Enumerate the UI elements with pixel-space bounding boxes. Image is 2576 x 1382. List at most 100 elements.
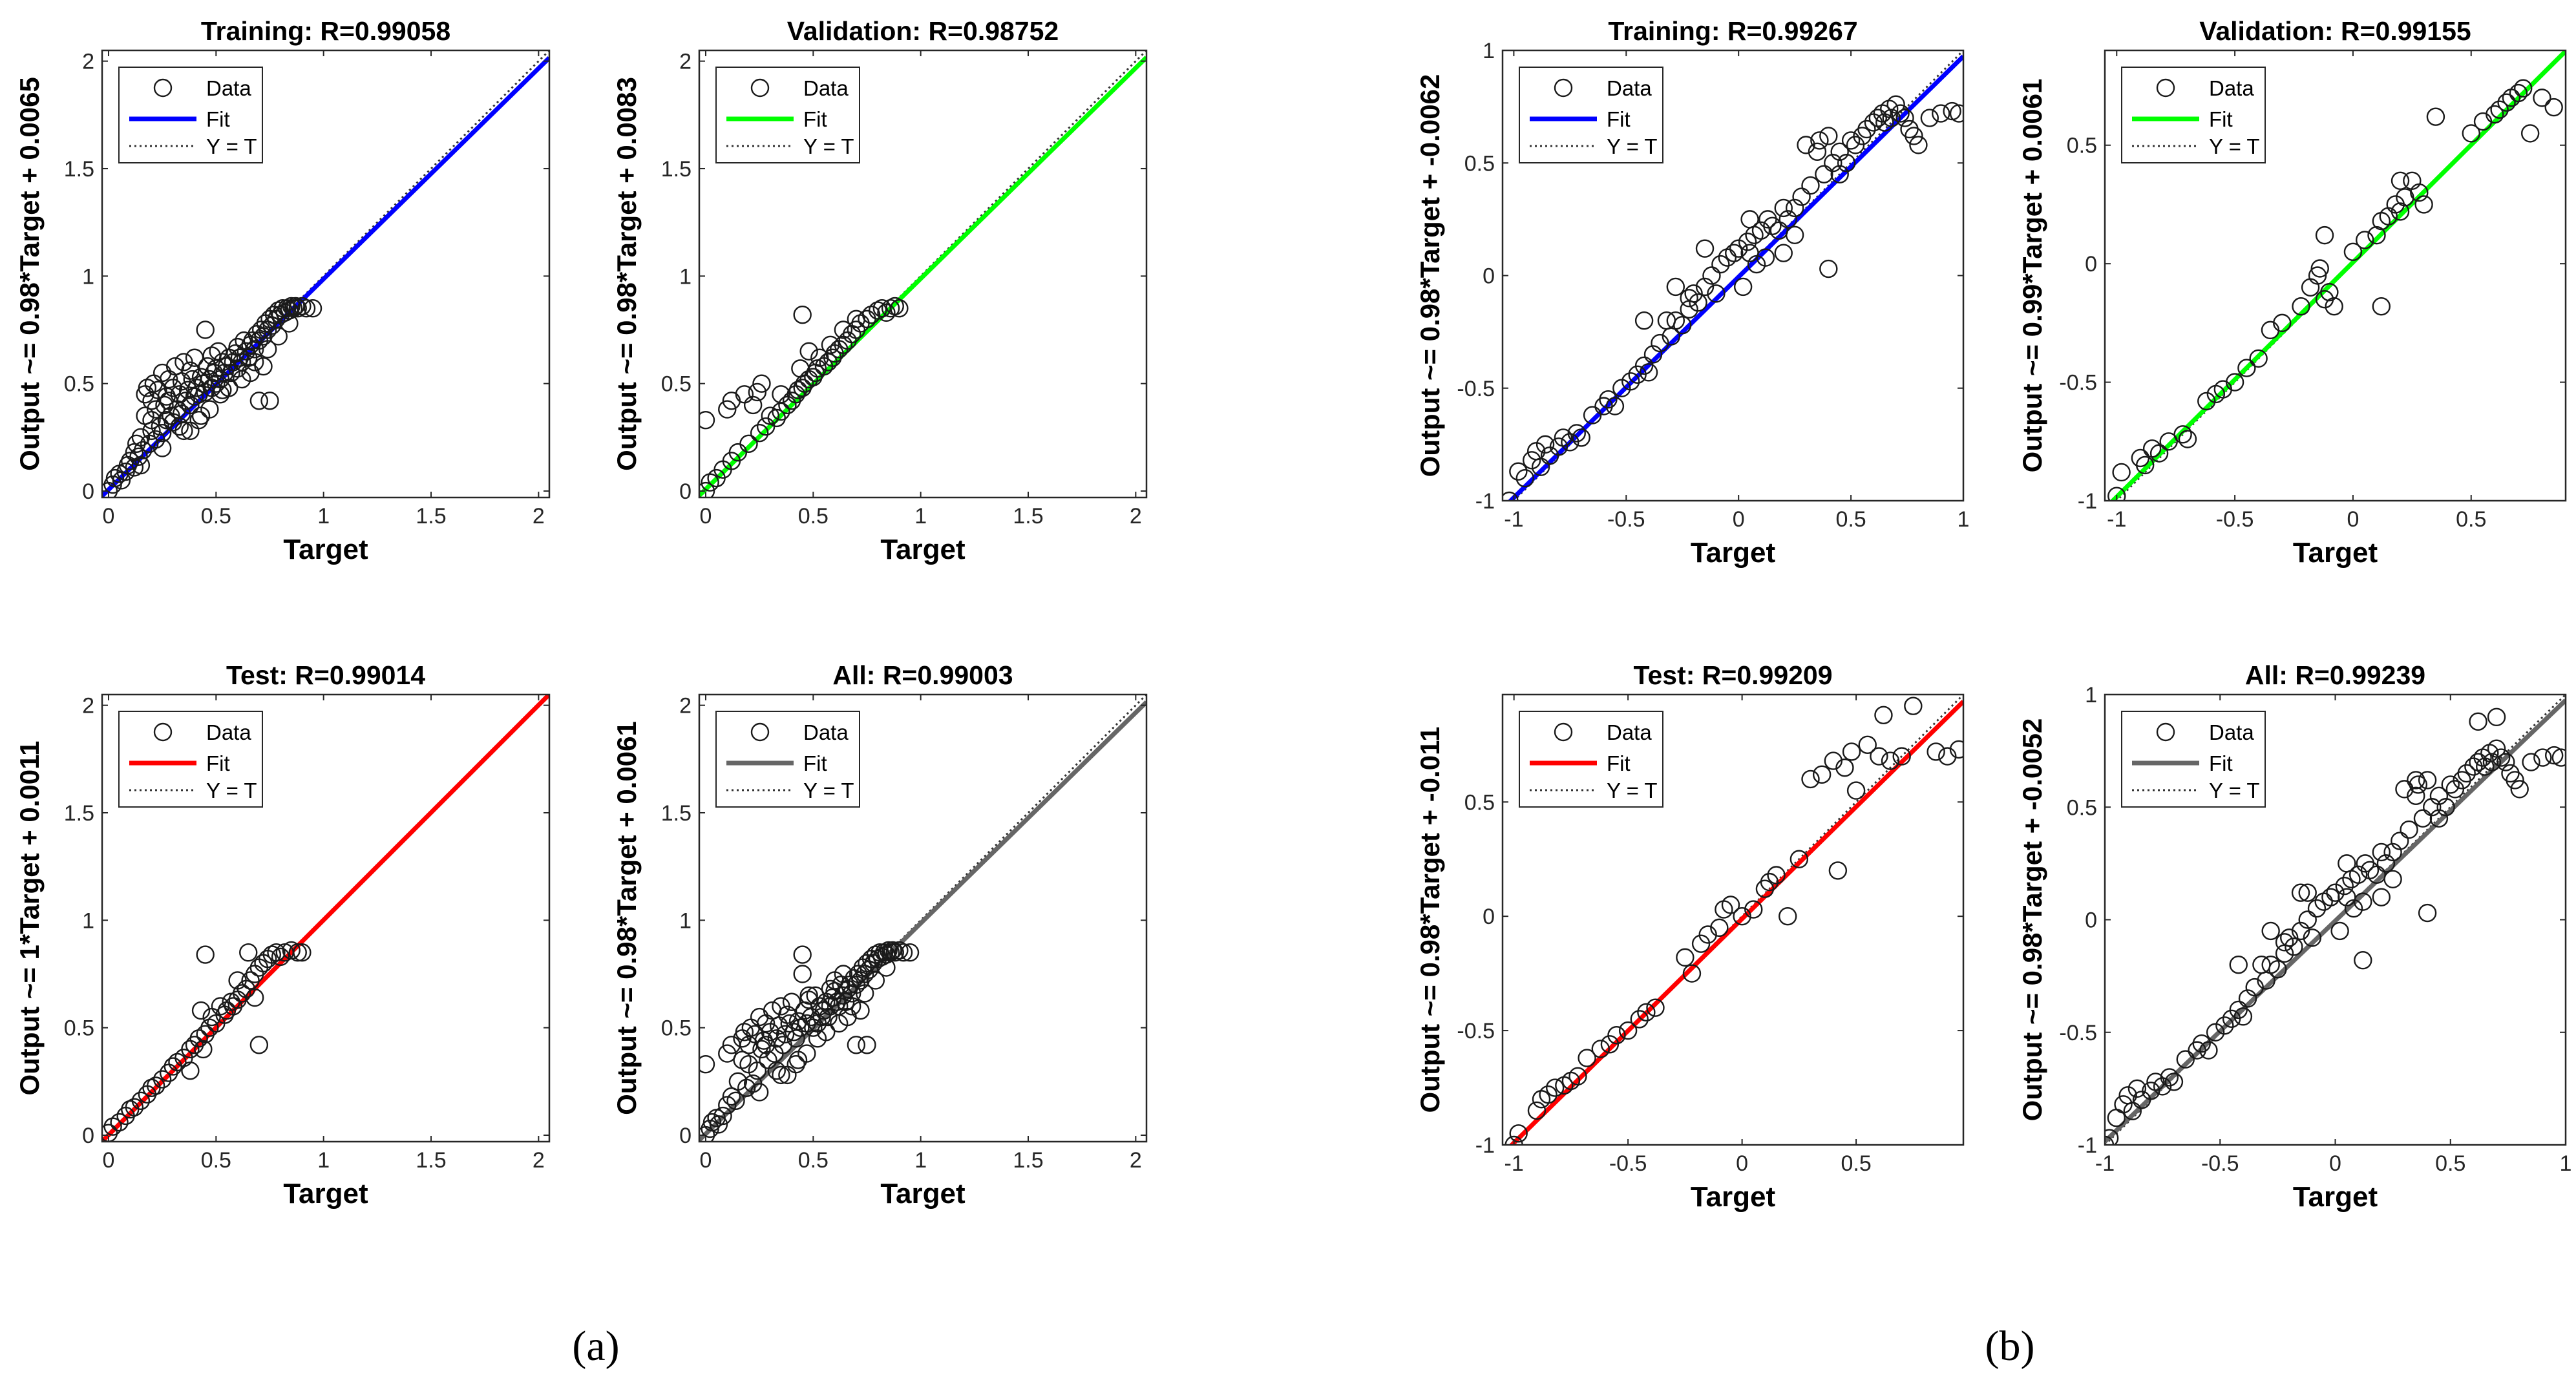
data-point — [2462, 124, 2480, 143]
data-point — [2354, 892, 2372, 911]
y-tick-label: 1 — [1483, 39, 1495, 63]
data-point — [1909, 136, 1928, 154]
y-tick-label: -0.5 — [2059, 371, 2097, 395]
data-point — [819, 1007, 838, 1027]
chart-a-validation: 0 0.5 1 1.5 2 0 0.5 1 1.5 2 Validation: R=0.98752 T… — [611, 16, 1148, 565]
y-tick-label: 2 — [679, 694, 692, 718]
data-point — [1841, 131, 1861, 150]
data-point — [191, 1001, 211, 1020]
data-point — [2490, 100, 2509, 119]
y-tick-label: -0.5 — [1457, 377, 1495, 401]
legend-label-data: Data — [1607, 76, 1652, 100]
data-point — [1857, 120, 1876, 139]
legend: Data Fit Y = T — [118, 67, 263, 163]
x-tick-label: 1 — [914, 1148, 927, 1173]
data-point — [1568, 1067, 1587, 1086]
data-point — [303, 299, 322, 318]
data-point — [1695, 277, 1715, 297]
data-point — [1733, 277, 1753, 297]
data-point — [1539, 1085, 1557, 1104]
data-point — [280, 314, 299, 333]
data-point — [2245, 978, 2264, 997]
plot-content — [2107, 50, 2566, 501]
data-point — [1886, 95, 1905, 114]
chart-a-test: 0 0.5 1 1.5 2 0 0.5 1 1.5 2 Test: R=0.99014 Target O… — [14, 660, 551, 1209]
data-point — [2320, 282, 2339, 302]
data-point — [1684, 284, 1703, 303]
legend-data-marker — [153, 78, 173, 98]
y-tick-label: 1.5 — [661, 157, 692, 182]
data-point — [1630, 1010, 1649, 1029]
data-point — [821, 335, 840, 354]
data-point — [239, 943, 258, 962]
data-point — [1509, 462, 1528, 481]
data-point — [275, 303, 294, 322]
data-point — [1567, 424, 1586, 443]
data-point — [2487, 707, 2506, 727]
x-tick-label: 0.5 — [201, 504, 231, 529]
data-point — [1515, 468, 1534, 488]
chart-title: All: R=0.99003 — [832, 660, 1013, 690]
data-point — [2372, 888, 2391, 906]
data-point — [739, 434, 758, 454]
x-tick-label: 0 — [2329, 1151, 2341, 1176]
data-point — [194, 1040, 213, 1059]
data-point — [776, 1025, 795, 1043]
data-point — [1689, 293, 1707, 312]
data-point — [112, 471, 131, 490]
data-point — [2414, 195, 2433, 214]
data-point — [1600, 1035, 1620, 1054]
legend: Data Fit Y = T — [715, 711, 860, 808]
data-point — [2395, 780, 2414, 799]
data-point — [1572, 428, 1590, 447]
data-point — [2303, 928, 2322, 947]
x-axis-label: Target — [283, 534, 368, 565]
data-point — [2407, 771, 2425, 790]
data-point — [739, 1055, 758, 1074]
data-point — [847, 1036, 866, 1054]
data-point — [2192, 1034, 2211, 1053]
data-point — [2429, 786, 2449, 806]
data-point — [2164, 1073, 2184, 1091]
data-point — [847, 309, 866, 329]
data-point — [2343, 242, 2363, 262]
data-point — [2391, 202, 2410, 221]
data-point — [277, 299, 297, 318]
plot-content — [1503, 50, 1963, 501]
data-point — [1702, 266, 1721, 285]
data-point — [1725, 244, 1744, 262]
x-tick-label: 0 — [1736, 1151, 1748, 1176]
x-axis-label: Target — [880, 1178, 966, 1209]
data-point — [246, 340, 264, 359]
data-point — [2383, 843, 2402, 862]
data-point — [131, 455, 151, 475]
data-point — [260, 392, 279, 410]
data-point — [1646, 998, 1665, 1017]
x-axis-label: Target — [880, 534, 966, 565]
data-point — [2298, 910, 2317, 929]
y-tick-label: 0 — [82, 479, 94, 504]
data-point — [799, 342, 818, 361]
data-point — [1779, 906, 1797, 926]
y-tick-label: 1 — [679, 264, 692, 289]
data-point — [1774, 198, 1793, 218]
y-tick-label: 1 — [679, 908, 692, 933]
data-point — [851, 1001, 870, 1020]
data-point — [1835, 759, 1854, 777]
legend-label-data: Data — [1607, 720, 1652, 744]
data-point — [793, 945, 812, 964]
legend-label-identity: Y = T — [206, 134, 257, 158]
data-point — [1797, 136, 1815, 154]
data-point — [767, 1029, 786, 1048]
data-point — [1949, 104, 1963, 123]
data-point — [246, 988, 264, 1007]
legend-label-identity: Y = T — [206, 779, 257, 802]
data-point — [1846, 781, 1866, 800]
data-point — [2249, 349, 2268, 368]
y-tick-label: -1 — [2078, 489, 2097, 514]
chart-b-all: -1 -0.5 0 0.5 1 -1 -0.5 0 0.5 1 All: R=0.99239 Targ… — [2017, 660, 2571, 1213]
data-point — [297, 299, 316, 318]
x-tick-label: 1 — [317, 504, 330, 529]
data-point — [1710, 918, 1729, 937]
y-tick-label: 2 — [82, 50, 94, 74]
